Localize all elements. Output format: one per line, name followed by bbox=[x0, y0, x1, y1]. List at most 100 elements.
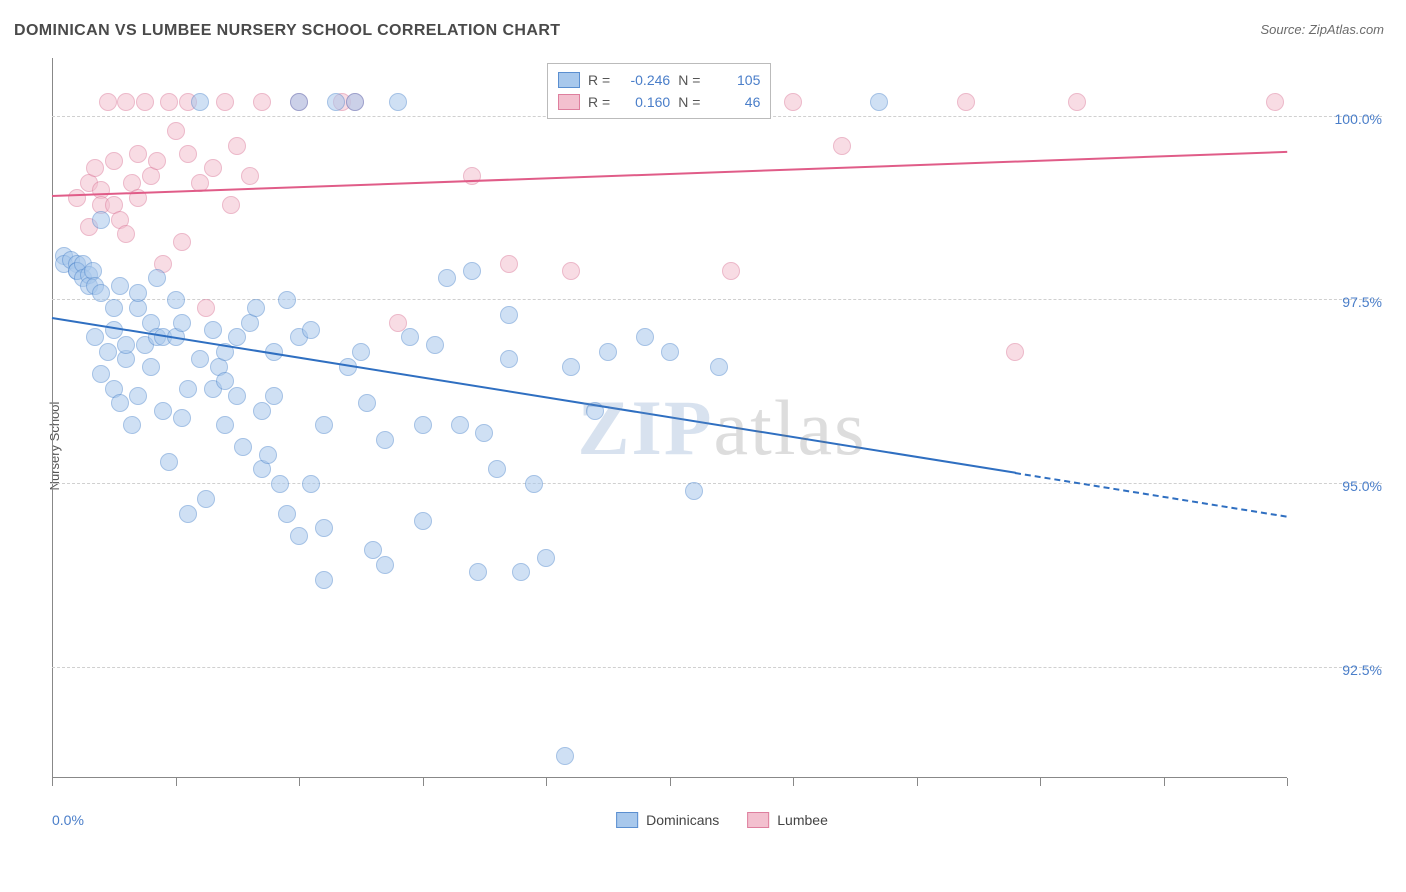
data-point bbox=[500, 350, 518, 368]
y-tick-label: 92.5% bbox=[1342, 662, 1382, 678]
data-point bbox=[562, 262, 580, 280]
x-tick bbox=[670, 778, 671, 786]
data-point bbox=[191, 93, 209, 111]
data-point bbox=[148, 269, 166, 287]
n-value-lumbee: 46 bbox=[708, 91, 760, 113]
data-point bbox=[636, 328, 654, 346]
data-point bbox=[105, 299, 123, 317]
data-point bbox=[247, 299, 265, 317]
data-point bbox=[389, 93, 407, 111]
data-point bbox=[160, 93, 178, 111]
data-point bbox=[315, 416, 333, 434]
data-point bbox=[315, 519, 333, 537]
data-point bbox=[111, 394, 129, 412]
data-point bbox=[129, 387, 147, 405]
data-point bbox=[358, 394, 376, 412]
data-point bbox=[86, 159, 104, 177]
x-tick bbox=[917, 778, 918, 786]
r-value-lumbee: 0.160 bbox=[618, 91, 670, 113]
data-point bbox=[833, 137, 851, 155]
trend-line bbox=[1015, 472, 1287, 518]
y-tick-label: 100.0% bbox=[1335, 111, 1382, 127]
data-point bbox=[525, 475, 543, 493]
y-tick-label: 95.0% bbox=[1342, 478, 1382, 494]
data-point bbox=[376, 431, 394, 449]
swatch-lumbee bbox=[558, 94, 580, 110]
legend-item-lumbee: Lumbee bbox=[747, 812, 828, 828]
data-point bbox=[1266, 93, 1284, 111]
data-point bbox=[99, 343, 117, 361]
data-point bbox=[179, 380, 197, 398]
data-point bbox=[290, 93, 308, 111]
y-tick-label: 97.5% bbox=[1342, 294, 1382, 310]
data-point bbox=[537, 549, 555, 567]
data-point bbox=[438, 269, 456, 287]
data-point bbox=[1068, 93, 1086, 111]
stats-legend: R = -0.246 N = 105 R = 0.160 N = 46 bbox=[547, 63, 771, 119]
x-tick-label: 0.0% bbox=[52, 812, 84, 828]
data-point bbox=[870, 93, 888, 111]
swatch-dominicans bbox=[558, 72, 580, 88]
data-point bbox=[556, 747, 574, 765]
data-point bbox=[414, 512, 432, 530]
data-point bbox=[488, 460, 506, 478]
data-point bbox=[352, 343, 370, 361]
r-label: R = bbox=[588, 91, 610, 113]
data-point bbox=[302, 321, 320, 339]
data-point bbox=[722, 262, 740, 280]
data-point bbox=[68, 189, 86, 207]
data-point bbox=[346, 93, 364, 111]
data-point bbox=[685, 482, 703, 500]
data-point bbox=[271, 475, 289, 493]
x-tick bbox=[793, 778, 794, 786]
data-point bbox=[117, 336, 135, 354]
data-point bbox=[136, 93, 154, 111]
data-point bbox=[475, 424, 493, 442]
data-point bbox=[204, 159, 222, 177]
data-point bbox=[160, 453, 178, 471]
data-point bbox=[154, 402, 172, 420]
data-point bbox=[414, 416, 432, 434]
legend-item-dominicans: Dominicans bbox=[616, 812, 719, 828]
data-point bbox=[105, 152, 123, 170]
data-point bbox=[599, 343, 617, 361]
data-point bbox=[376, 556, 394, 574]
data-point bbox=[179, 145, 197, 163]
plot-region: 92.5%95.0%97.5%100.0% bbox=[52, 58, 1287, 778]
data-point bbox=[142, 358, 160, 376]
data-point bbox=[197, 299, 215, 317]
data-point bbox=[191, 350, 209, 368]
data-point bbox=[957, 93, 975, 111]
data-point bbox=[253, 93, 271, 111]
gridline bbox=[52, 667, 1382, 668]
legend-label-lumbee: Lumbee bbox=[777, 812, 828, 828]
data-point bbox=[278, 291, 296, 309]
bottom-legend: Dominicans Lumbee bbox=[616, 812, 828, 828]
data-point bbox=[278, 505, 296, 523]
data-point bbox=[228, 387, 246, 405]
r-label: R = bbox=[588, 69, 610, 91]
data-point bbox=[129, 284, 147, 302]
data-point bbox=[99, 93, 117, 111]
x-tick bbox=[423, 778, 424, 786]
data-point bbox=[512, 563, 530, 581]
data-point bbox=[1006, 343, 1024, 361]
x-tick bbox=[1164, 778, 1165, 786]
data-point bbox=[173, 314, 191, 332]
data-point bbox=[327, 93, 345, 111]
x-tick bbox=[299, 778, 300, 786]
data-point bbox=[204, 321, 222, 339]
chart-area: 92.5%95.0%97.5%100.0% ZIPatlas R = -0.24… bbox=[52, 58, 1392, 828]
x-tick bbox=[546, 778, 547, 786]
data-point bbox=[710, 358, 728, 376]
source-label: Source: ZipAtlas.com bbox=[1260, 22, 1384, 37]
data-point bbox=[451, 416, 469, 434]
data-point bbox=[426, 336, 444, 354]
data-point bbox=[228, 137, 246, 155]
n-label: N = bbox=[678, 69, 700, 91]
data-point bbox=[173, 409, 191, 427]
data-point bbox=[228, 328, 246, 346]
data-point bbox=[117, 225, 135, 243]
x-tick bbox=[176, 778, 177, 786]
data-point bbox=[148, 152, 166, 170]
